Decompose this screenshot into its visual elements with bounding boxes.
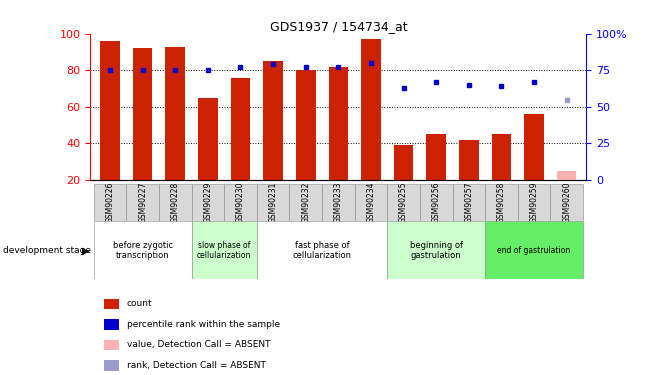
Text: GSM90226: GSM90226: [105, 182, 115, 223]
Text: GSM90234: GSM90234: [366, 182, 375, 223]
Text: GSM90258: GSM90258: [497, 182, 506, 223]
Bar: [257, 221, 387, 279]
Text: ▶: ▶: [82, 245, 89, 255]
Text: GSM90256: GSM90256: [431, 182, 441, 223]
Text: GSM90260: GSM90260: [562, 182, 572, 223]
Bar: [296, 70, 316, 217]
Bar: [127, 184, 159, 221]
Bar: [557, 171, 576, 217]
Title: GDS1937 / 154734_at: GDS1937 / 154734_at: [269, 20, 407, 33]
Text: GSM90257: GSM90257: [464, 182, 473, 223]
Bar: [94, 221, 192, 279]
Bar: [485, 221, 583, 279]
Bar: [452, 184, 485, 221]
Text: GSM90233: GSM90233: [334, 182, 343, 223]
Bar: [133, 48, 152, 217]
Bar: [354, 184, 387, 221]
Bar: [492, 134, 511, 217]
Bar: [289, 184, 322, 221]
Text: GSM90255: GSM90255: [399, 182, 408, 223]
Text: value, Detection Call = ABSENT: value, Detection Call = ABSENT: [127, 340, 270, 350]
Bar: [192, 184, 224, 221]
Text: rank, Detection Call = ABSENT: rank, Detection Call = ABSENT: [127, 361, 265, 370]
Text: GSM90230: GSM90230: [236, 182, 245, 223]
Text: end of gastrulation: end of gastrulation: [497, 246, 571, 255]
Bar: [94, 184, 127, 221]
Text: GSM90227: GSM90227: [138, 182, 147, 223]
Bar: [518, 184, 550, 221]
Text: count: count: [127, 299, 152, 308]
Text: slow phase of
cellularization: slow phase of cellularization: [197, 241, 251, 260]
Text: GSM90228: GSM90228: [171, 182, 180, 223]
Text: beginning of
gastrulation: beginning of gastrulation: [410, 241, 463, 260]
Bar: [550, 184, 583, 221]
Bar: [485, 184, 518, 221]
Text: GSM90232: GSM90232: [302, 182, 310, 223]
Bar: [224, 184, 257, 221]
Bar: [459, 140, 478, 217]
Text: GSM90259: GSM90259: [529, 182, 539, 223]
Bar: [165, 46, 185, 217]
Text: GSM90229: GSM90229: [204, 182, 212, 223]
Bar: [198, 98, 218, 217]
Bar: [426, 134, 446, 217]
Bar: [420, 184, 452, 221]
Bar: [524, 114, 544, 217]
Bar: [257, 184, 289, 221]
Bar: [387, 221, 485, 279]
Bar: [322, 184, 354, 221]
Text: development stage: development stage: [3, 246, 91, 255]
Bar: [159, 184, 192, 221]
Text: before zygotic
transcription: before zygotic transcription: [113, 241, 173, 260]
Bar: [394, 145, 413, 217]
Bar: [361, 39, 381, 217]
Bar: [328, 67, 348, 217]
Text: GSM90231: GSM90231: [269, 182, 277, 223]
Bar: [192, 221, 257, 279]
Text: fast phase of
cellularization: fast phase of cellularization: [293, 241, 352, 260]
Bar: [387, 184, 420, 221]
Text: percentile rank within the sample: percentile rank within the sample: [127, 320, 280, 329]
Bar: [100, 41, 120, 217]
Bar: [263, 61, 283, 217]
Bar: [230, 78, 251, 217]
